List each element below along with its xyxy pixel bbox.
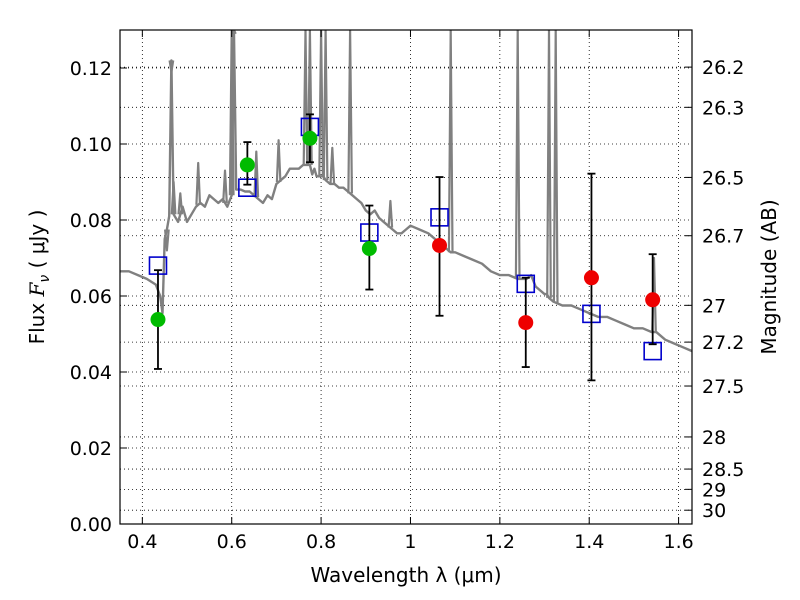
photometry-point	[150, 312, 166, 328]
spectrum-spike	[347, 30, 353, 194]
y-tick-label: 0.12	[70, 58, 112, 80]
spectrum-spike	[514, 30, 521, 279]
x-tick-label: 0.6	[217, 531, 247, 553]
y2-tick-label: 30	[702, 500, 726, 522]
spectrum-spike	[168, 60, 175, 73]
spectrum-spike	[302, 30, 309, 165]
y-axis-label-suffix: ( μJy )	[25, 210, 49, 275]
plot-area	[120, 30, 692, 382]
x-axis-label: Wavelength λ (μm)	[310, 563, 501, 587]
y-tick-label: 0.10	[70, 134, 112, 156]
spectrum-spike	[318, 30, 324, 177]
x-tick-label: 0.8	[306, 531, 336, 553]
photometry-point	[239, 157, 255, 173]
y-axis-label-symbol: F	[25, 281, 49, 297]
photometry-point	[583, 270, 599, 286]
x-tick-label: 1.2	[485, 531, 515, 553]
plot-frame	[119, 29, 693, 525]
y-axis-label-prefix: Flux	[25, 296, 49, 344]
y2-tick-label: 26.3	[702, 97, 744, 119]
spectrum-spike	[164, 229, 170, 252]
photometry-point	[645, 292, 661, 308]
y-tick-label: 0.08	[70, 210, 112, 232]
spectrum-spike	[387, 199, 394, 228]
y2-tick-label: 29	[702, 479, 726, 501]
y2-tick-label: 26.5	[702, 167, 744, 189]
y-tick-label: 0.06	[70, 286, 112, 308]
x-tick-label: 0.4	[127, 531, 157, 553]
y2-tick-label: 28.5	[702, 459, 744, 481]
spectrum-spike	[307, 30, 313, 165]
spectrum-spike	[552, 30, 559, 303]
photometry-point	[518, 315, 534, 331]
y2-tick-label: 27	[702, 295, 726, 317]
x-tick-label: 1.6	[663, 531, 693, 553]
y2-tick-label: 27.5	[702, 376, 744, 398]
spectrum-spike	[329, 146, 336, 184]
photometry-point	[432, 237, 448, 253]
spectrum-spike	[222, 169, 228, 203]
photometry-point	[361, 241, 377, 256]
spectrum-spike	[195, 161, 202, 205]
x-tick-label: 1	[404, 531, 416, 553]
spectrum-spike	[322, 30, 329, 181]
y-tick-label: 0.02	[70, 438, 112, 460]
spectrum-spike	[447, 30, 454, 253]
photometry-point	[302, 130, 318, 146]
y-axis-label: Flux Fν ( μJy )	[25, 210, 53, 345]
spectrum-spike	[275, 139, 282, 183]
x-tick-label: 1.4	[574, 531, 604, 553]
spectrum-spike	[177, 192, 184, 215]
spectrum-spike	[231, 30, 237, 35]
spectrum-spike	[228, 30, 235, 196]
y-tick-label: 0.00	[70, 514, 112, 536]
spectrum-spike	[170, 180, 177, 215]
y2-tick-label: 28	[702, 427, 726, 449]
y2-tick-label: 27.2	[702, 332, 744, 354]
y2-tick-label: 26.7	[702, 226, 744, 248]
y2-axis-label: Magnitude (AB)	[757, 199, 781, 354]
spectrum-line	[120, 32, 692, 353]
y-tick-label: 0.04	[70, 362, 112, 384]
spectrum-spike	[546, 30, 552, 298]
y-axis-label-subscript: ν	[37, 275, 53, 283]
ticks: 0.4 0.6 0.8 1 1.2 1.4 1.6 0.00 0.02 0.04 0.06 0.08 0…	[70, 30, 744, 553]
y2-tick-label: 26.2	[702, 57, 744, 79]
